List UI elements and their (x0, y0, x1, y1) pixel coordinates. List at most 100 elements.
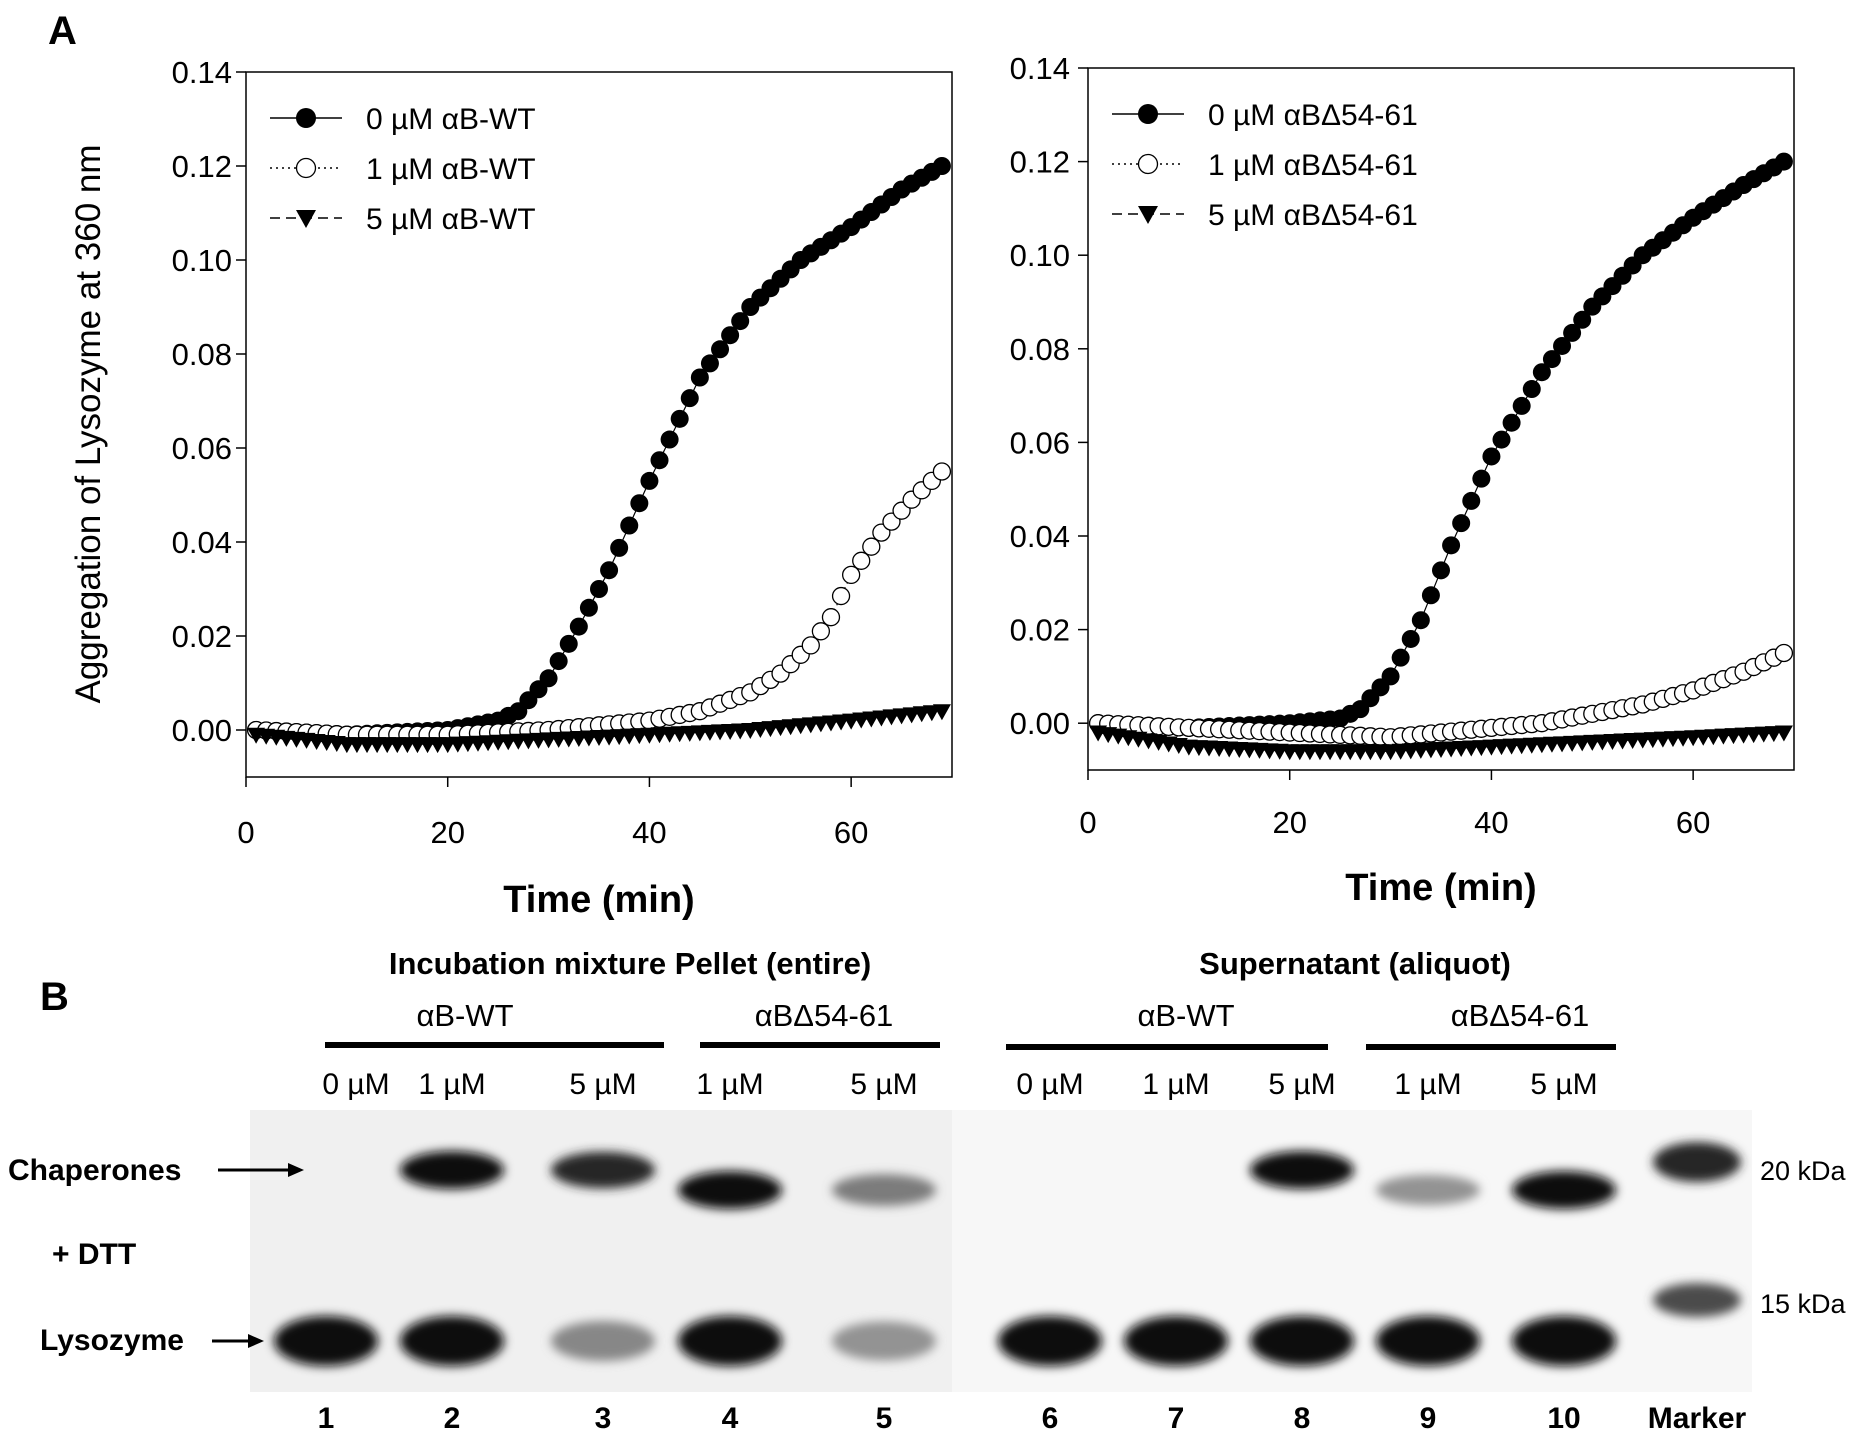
series-2 (1089, 725, 1793, 761)
y-tick-label: 0.04 (1010, 519, 1070, 554)
lane-number: Marker (1648, 1402, 1747, 1435)
legend-label: 1 µM αBΔ54-61 (1208, 149, 1418, 182)
concentration-label: 5 µM (1530, 1068, 1597, 1101)
data-point (1462, 491, 1481, 510)
legend-marker (1137, 153, 1159, 175)
lane-number: 3 (595, 1402, 612, 1435)
legend: 0 µM αBΔ54-61 1 µM αBΔ54-61 5 µM αBΔ54-61 (1112, 99, 1418, 232)
legend-label: 0 µM αBΔ54-61 (1208, 99, 1418, 132)
data-point (1522, 380, 1541, 399)
row-label-dtt: + DTT (52, 1238, 136, 1271)
chart-right: 0.000.020.040.060.080.100.120.140 20 40 60 … (1010, 51, 1795, 909)
gel-panel: Incubation mixture Pellet (entire) Super… (8, 946, 1847, 1435)
x-axis-label: Time (min) (1345, 867, 1536, 909)
data-point (821, 608, 841, 627)
x-tick-label: 60 (834, 815, 868, 850)
data-point (1442, 536, 1461, 555)
data-point (1774, 643, 1794, 663)
x-tick-label: 60 (1676, 805, 1710, 840)
chaperone-band (1376, 1174, 1480, 1206)
legend-marker (296, 210, 316, 228)
series-layer (1088, 152, 1794, 761)
y-tick-label: 0.14 (1010, 51, 1070, 86)
panel-label-a: A (48, 9, 77, 53)
marker-band (1653, 1142, 1741, 1182)
data-point (721, 326, 740, 345)
series-line (1098, 161, 1785, 729)
data-point (932, 462, 952, 481)
lane-numbers: 1 2 3 4 5 6 7 8 9 10 Marker (318, 1402, 1747, 1435)
data-point (700, 354, 719, 373)
legend-marker (295, 157, 317, 179)
data-point (811, 622, 831, 641)
y-tick-label: 0.12 (172, 149, 232, 184)
data-point (590, 580, 608, 598)
data-point (801, 636, 820, 655)
series-0 (1089, 152, 1793, 737)
x-tick-label: 40 (632, 815, 666, 850)
y-tick-label: 0.14 (172, 55, 232, 90)
data-point (1411, 611, 1430, 630)
data-point (1482, 447, 1501, 466)
gel-bands (274, 1142, 1741, 1366)
lane-number: 9 (1420, 1402, 1437, 1435)
data-point (1532, 363, 1551, 382)
plot-frame (1087, 67, 1795, 771)
y-tick-label: 0.06 (172, 431, 232, 466)
x-tick-label: 40 (1474, 805, 1508, 840)
y-tick-label: 0.00 (1010, 706, 1070, 741)
data-point (1472, 469, 1491, 488)
subgroup-label: αB-WT (1137, 998, 1234, 1033)
plot-frame (245, 71, 953, 778)
data-point (731, 312, 750, 331)
lane-number: 5 (876, 1402, 893, 1435)
row-label-chaperones: Chaperones (8, 1154, 181, 1187)
data-point (862, 537, 881, 556)
series-1 (1088, 643, 1794, 747)
data-point (1553, 336, 1572, 355)
x-tick-label: 0 (237, 815, 254, 850)
legend-marker (1138, 206, 1158, 224)
data-point (620, 516, 639, 535)
data-point (1774, 152, 1793, 171)
lysozyme-band (998, 1316, 1102, 1366)
data-point (1542, 350, 1561, 369)
data-point (690, 368, 709, 387)
concentration-label: 1 µM (696, 1068, 763, 1101)
panel-label-b: B (40, 975, 69, 1019)
concentration-label: 1 µM (1394, 1068, 1461, 1101)
data-point (1401, 629, 1420, 648)
lysozyme-band (1376, 1316, 1480, 1366)
lysozyme-band (400, 1316, 504, 1366)
arrow-head-icon (288, 1163, 304, 1177)
legend-label: 5 µM αB-WT (366, 203, 536, 236)
lysozyme-band (1250, 1316, 1354, 1366)
concentration-label: 1 µM (418, 1068, 485, 1101)
chaperone-band (678, 1171, 782, 1209)
data-point (579, 598, 598, 617)
lysozyme-band (678, 1316, 782, 1366)
data-point (1421, 586, 1440, 605)
chaperone-band (551, 1151, 655, 1189)
data-point (630, 494, 649, 513)
concentration-label: 5 µM (569, 1068, 636, 1101)
concentration-label: 0 µM (322, 1068, 389, 1101)
lane-number: 1 (318, 1402, 335, 1435)
y-tick-label: 0.02 (1010, 613, 1070, 648)
gel-header-supernatant: Supernatant (aliquot) (1199, 946, 1511, 981)
concentration-label: 0 µM (1016, 1068, 1083, 1101)
subgroup-label: αB-WT (416, 998, 513, 1033)
data-point (1563, 323, 1582, 342)
y-tick-label: 0.08 (1010, 332, 1070, 367)
data-point (650, 451, 669, 470)
chart-left: 0.000.020.040.060.080.100.120.140 20 40 60 … (69, 55, 953, 921)
data-point (1573, 310, 1592, 329)
data-point (1492, 430, 1511, 449)
marker-label-15kda: 15 kDa (1760, 1289, 1847, 1319)
concentration-label: 5 µM (850, 1068, 917, 1101)
data-point (1381, 667, 1400, 686)
marker-band (1653, 1283, 1741, 1317)
y-tick-label: 0.12 (1010, 145, 1070, 180)
concentration-label: 1 µM (1142, 1068, 1209, 1101)
